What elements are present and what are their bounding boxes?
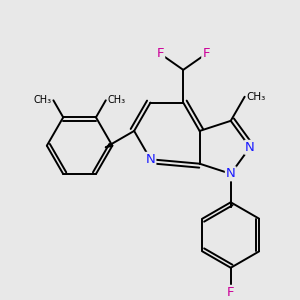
Text: CH₃: CH₃: [33, 95, 51, 105]
Text: CH₃: CH₃: [247, 92, 266, 102]
Text: F: F: [227, 286, 235, 299]
Text: CH₃: CH₃: [108, 95, 126, 105]
Text: F: F: [157, 47, 164, 60]
Text: N: N: [226, 167, 236, 180]
Text: N: N: [146, 153, 155, 166]
Text: N: N: [245, 141, 255, 154]
Text: F: F: [202, 47, 210, 60]
